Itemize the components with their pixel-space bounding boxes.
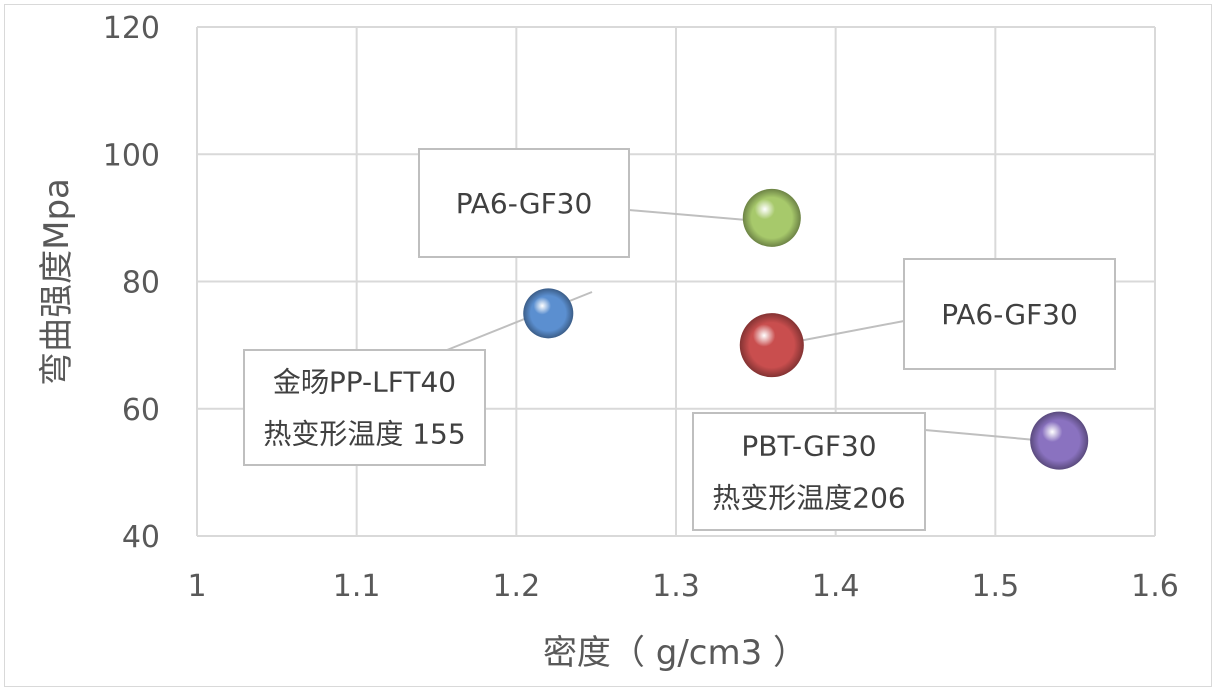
y-tick-label: 120 xyxy=(103,11,160,46)
data-point-shade xyxy=(1030,411,1089,470)
x-tick-label: 1 xyxy=(187,569,206,604)
data-point-shade xyxy=(739,313,804,378)
data-point-shade xyxy=(742,188,801,247)
callout-box xyxy=(243,349,486,466)
y-tick-label: 80 xyxy=(122,266,160,301)
x-tick-label: 1.5 xyxy=(971,569,1019,604)
callout-box xyxy=(418,148,630,258)
data-label: 热变形温度 155 xyxy=(263,418,465,451)
callout-box xyxy=(692,412,926,531)
x-tick-label: 1.4 xyxy=(812,569,860,604)
x-tick-label: 1.2 xyxy=(492,569,540,604)
data-label: PA6-GF30 xyxy=(456,187,593,220)
data-label: PBT-GF30 xyxy=(741,430,876,463)
x-tick-label: 1.6 xyxy=(1131,569,1179,604)
data-label: 热变形温度206 xyxy=(712,482,905,515)
y-tick-label: 100 xyxy=(103,138,160,173)
y-axis-title: 弯曲强度Mpa xyxy=(37,178,77,386)
data-label: 金旸PP-LFT40 xyxy=(273,366,456,399)
y-tick-label: 60 xyxy=(122,393,160,428)
y-tick-label: 40 xyxy=(122,520,160,555)
x-axis-title: 密度（ g/cm3 ） xyxy=(543,633,807,673)
x-tick-label: 1.3 xyxy=(652,569,700,604)
data-point-shade xyxy=(523,288,574,339)
x-tick-label: 1.1 xyxy=(333,569,381,604)
data-label: PA6-GF30 xyxy=(941,298,1078,331)
callout-box xyxy=(903,258,1116,370)
